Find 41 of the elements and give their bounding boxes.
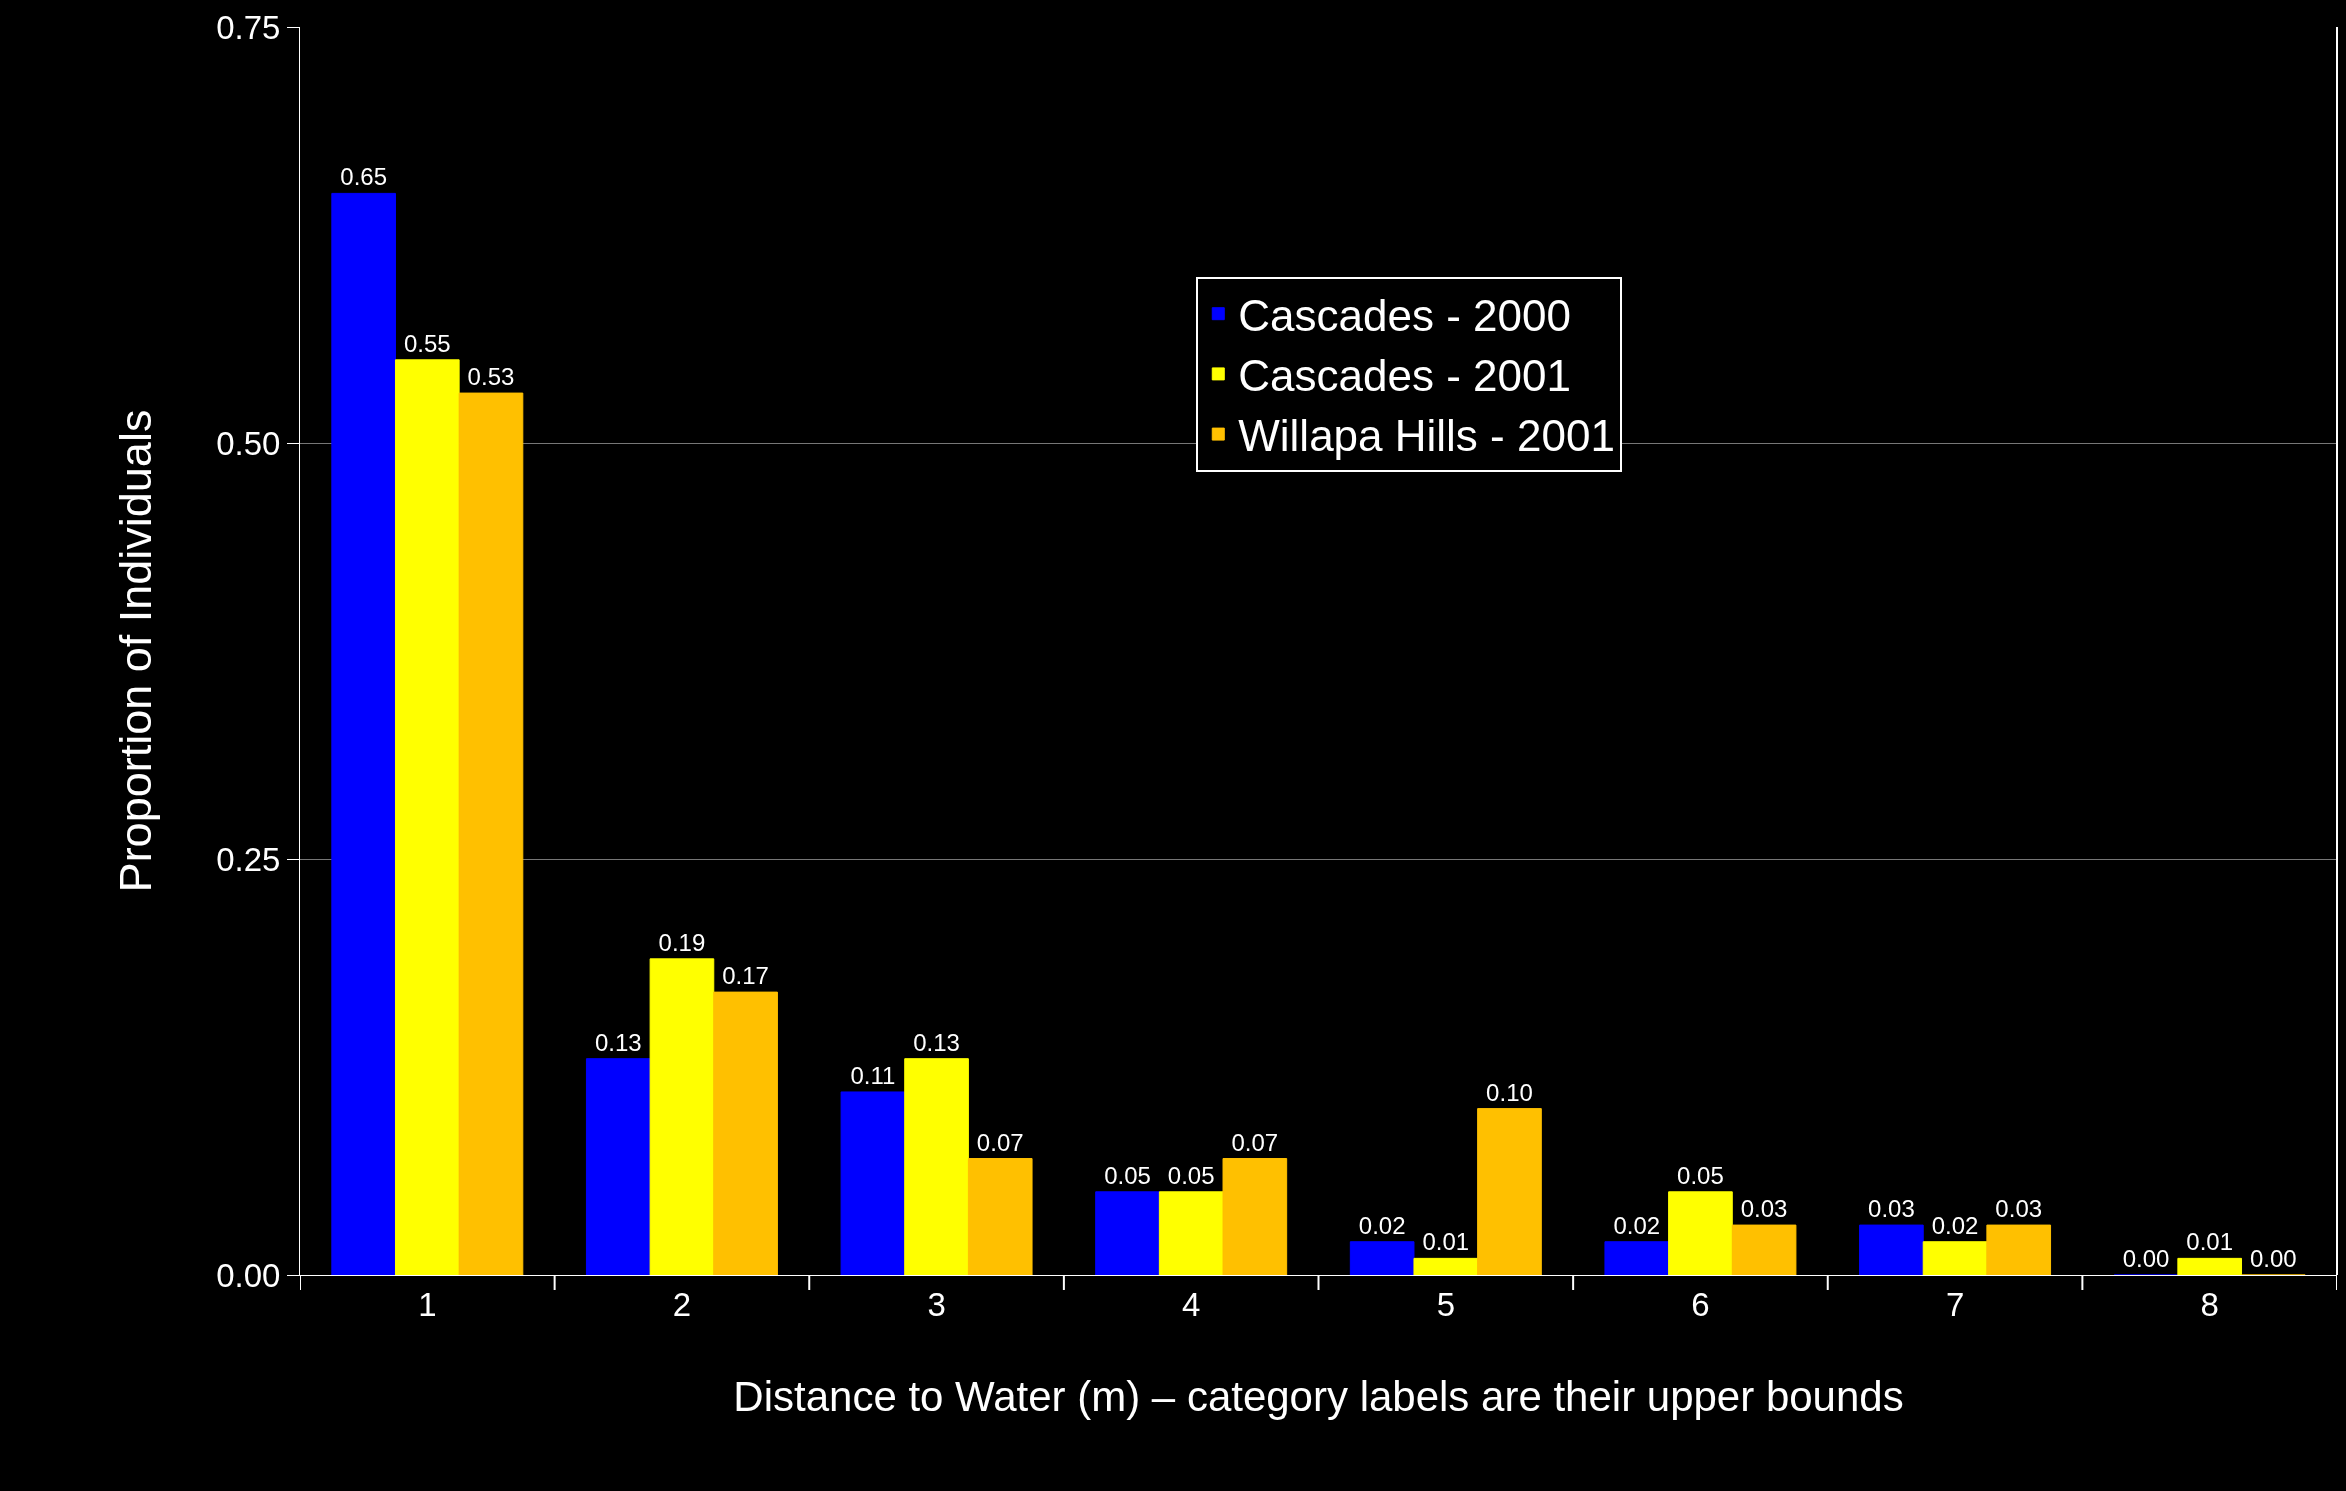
data-label: 0.02 <box>1358 1211 1406 1239</box>
data-label: 0.07 <box>976 1128 1024 1156</box>
x-tick-label: 4 <box>1182 1285 1201 1323</box>
data-label: 0.03 <box>1868 1195 1915 1223</box>
data-label: 0.55 <box>403 329 451 357</box>
legend-label: Cascades - 2000 <box>1238 290 1571 340</box>
data-label: 0.01 <box>1422 1228 1470 1256</box>
data-label: 0.02 <box>1613 1211 1661 1239</box>
legend-label: Cascades - 2001 <box>1238 351 1571 401</box>
y-tick-label: 0.75 <box>216 8 281 46</box>
y-tick-label: 0.00 <box>216 1256 281 1294</box>
x-tick-label: 1 <box>418 1285 437 1323</box>
y-tick-label: 0.50 <box>216 424 281 462</box>
data-label: 0.10 <box>1486 1078 1533 1106</box>
x-axis-title: Distance to Water (m) – category labels are their upper bounds <box>733 1373 1904 1421</box>
data-label: 0.11 <box>850 1061 896 1089</box>
data-label: 0.65 <box>340 163 388 191</box>
data-label: 0.05 <box>1167 1161 1215 1189</box>
x-tick-label: 3 <box>927 1285 946 1323</box>
data-label: 0.05 <box>1104 1161 1151 1189</box>
data-label: 0.07 <box>1231 1128 1279 1156</box>
data-label: 0.02 <box>1931 1211 1979 1239</box>
x-tick-label: 2 <box>672 1285 692 1323</box>
x-tick-label: 7 <box>1945 1285 1965 1323</box>
data-label: 0.03 <box>1740 1195 1788 1223</box>
data-label: 0.05 <box>1677 1161 1724 1189</box>
x-tick-label: 8 <box>2200 1285 2219 1323</box>
data-label: 0.03 <box>1995 1195 2043 1223</box>
data-label: 0.00 <box>2122 1245 2170 1272</box>
data-label: 0.19 <box>658 928 706 956</box>
y-tick-label: 0.25 <box>216 840 281 878</box>
data-label: 0.13 <box>913 1028 960 1056</box>
legend-label: Willapa Hills - 2001 <box>1238 411 1615 461</box>
data-label: 0.13 <box>594 1028 642 1056</box>
data-label: 0.17 <box>722 962 769 990</box>
y-axis-title: Proportion of Individuals <box>109 409 161 893</box>
data-label: 0.00 <box>2249 1245 2297 1272</box>
x-tick-label: 5 <box>1436 1285 1455 1323</box>
data-label: 0.01 <box>2186 1228 2234 1256</box>
x-tick-label: 6 <box>1691 1285 1710 1323</box>
data-label: 0.53 <box>467 363 515 391</box>
